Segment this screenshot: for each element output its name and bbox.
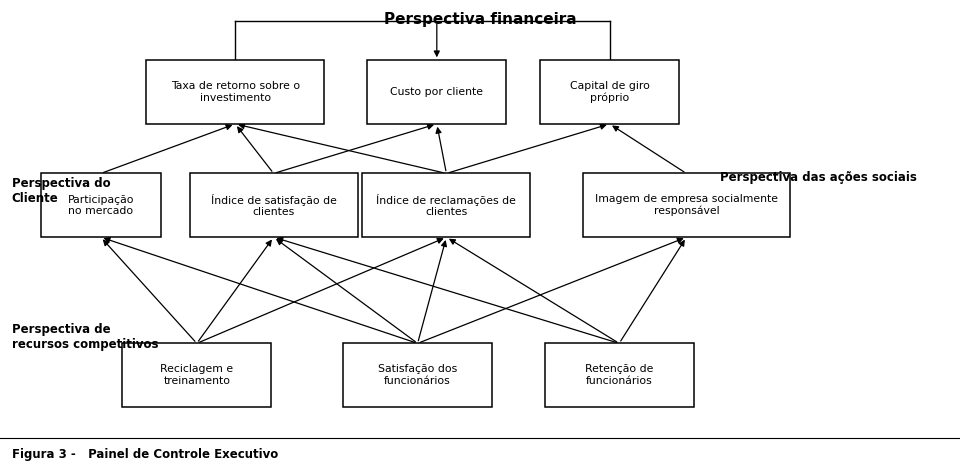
FancyBboxPatch shape xyxy=(363,174,530,237)
Text: Perspectiva das ações sociais: Perspectiva das ações sociais xyxy=(720,170,917,184)
Text: Imagem de empresa socialmente
responsável: Imagem de empresa socialmente responsáve… xyxy=(595,194,778,217)
FancyBboxPatch shape xyxy=(367,60,507,124)
FancyBboxPatch shape xyxy=(344,344,492,407)
Text: Satisfação dos
funcionários: Satisfação dos funcionários xyxy=(378,364,457,386)
Text: Participação
no mercado: Participação no mercado xyxy=(67,194,134,216)
Text: Perspectiva de
recursos competitivos: Perspectiva de recursos competitivos xyxy=(12,323,158,352)
FancyBboxPatch shape xyxy=(540,60,680,124)
Text: Perspectiva financeira: Perspectiva financeira xyxy=(384,12,576,27)
FancyBboxPatch shape xyxy=(123,344,271,407)
Text: Índice de satisfação de
clientes: Índice de satisfação de clientes xyxy=(210,194,337,217)
Text: Perspectiva do
Cliente: Perspectiva do Cliente xyxy=(12,177,110,205)
FancyBboxPatch shape xyxy=(189,174,357,237)
Text: Índice de reclamações de
clientes: Índice de reclamações de clientes xyxy=(376,194,516,217)
Text: Reciclagem e
treinamento: Reciclagem e treinamento xyxy=(160,364,233,386)
Text: Taxa de retorno sobre o
investimento: Taxa de retorno sobre o investimento xyxy=(171,81,300,103)
FancyBboxPatch shape xyxy=(146,60,324,124)
Text: Capital de giro
próprio: Capital de giro próprio xyxy=(569,81,650,103)
FancyBboxPatch shape xyxy=(544,344,693,407)
Text: Custo por cliente: Custo por cliente xyxy=(391,87,483,97)
Text: Retenção de
funcionários: Retenção de funcionários xyxy=(585,364,654,386)
Text: Figura 3 -   Painel de Controle Executivo: Figura 3 - Painel de Controle Executivo xyxy=(12,447,277,461)
FancyBboxPatch shape xyxy=(40,174,160,237)
FancyBboxPatch shape xyxy=(583,174,789,237)
